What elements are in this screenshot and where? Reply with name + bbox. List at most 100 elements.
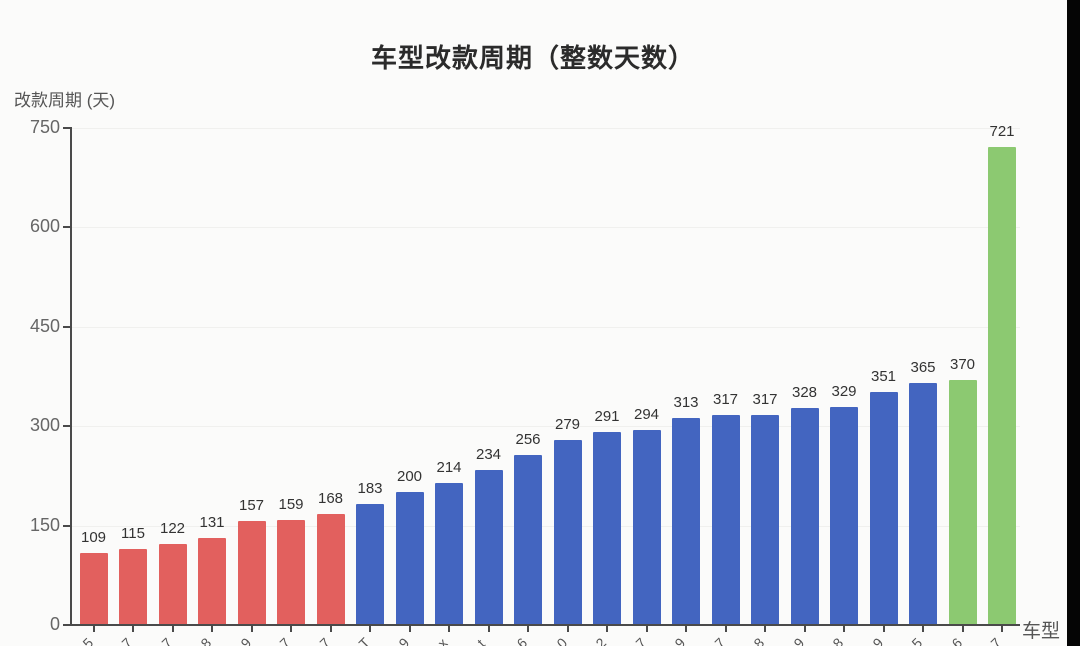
bar <box>356 504 384 625</box>
x-tick-mark <box>171 626 174 632</box>
y-axis-line <box>70 127 72 625</box>
x-tick-mark <box>369 626 371 632</box>
bar <box>593 432 621 625</box>
x-tick-mark <box>764 626 766 632</box>
x-tick-fragment: 7 <box>710 634 728 646</box>
bar <box>277 520 305 625</box>
y-tick-label: 0 <box>49 614 60 634</box>
bar-value-label: 294 <box>633 406 660 423</box>
bar-value-label: 109 <box>80 529 107 546</box>
x-tick-mark <box>566 626 569 632</box>
bar-value-label: 351 <box>870 368 897 385</box>
bar-value-label: 214 <box>436 459 462 476</box>
y-tick-label: 600 <box>29 216 60 237</box>
bar <box>830 407 858 625</box>
x-tick-fragment: 8 <box>197 634 215 646</box>
bar <box>672 418 700 625</box>
bar <box>237 521 266 625</box>
x-tick-mark <box>803 626 806 632</box>
y-tick-mark <box>63 325 70 328</box>
bar-value-label: 122 <box>159 520 186 537</box>
bar-value-label: 157 <box>238 497 265 514</box>
bar <box>909 383 937 625</box>
bar-value-label: 370 <box>949 356 976 373</box>
x-tick-fragment: 8 <box>750 634 768 646</box>
gridline <box>72 128 1020 129</box>
x-tick-fragment: 6 <box>513 634 531 646</box>
bar-value-label: 131 <box>199 514 225 531</box>
bar <box>435 483 463 625</box>
x-tick-mark <box>290 626 292 632</box>
bar <box>632 430 661 625</box>
bar-value-label: 200 <box>396 468 423 485</box>
x-tick-fragment: 5 <box>908 634 926 646</box>
x-tick-fragment: x <box>434 634 451 646</box>
bar <box>119 549 147 625</box>
x-tick-fragment: 9 <box>868 634 886 646</box>
bar <box>711 415 740 625</box>
x-tick-fragment: 7 <box>157 634 175 646</box>
x-tick-mark <box>724 626 727 632</box>
bar-value-label: 234 <box>475 446 502 463</box>
x-tick-fragment: T <box>355 634 373 646</box>
x-tick-fragment: 8 <box>829 634 847 646</box>
bar-value-label: 329 <box>831 383 857 400</box>
bar <box>198 538 226 625</box>
y-tick-mark <box>63 127 70 129</box>
x-tick-fragment: 0 <box>552 634 570 646</box>
bar-value-label: 721 <box>989 123 1015 140</box>
x-tick-mark <box>645 626 648 632</box>
gridline <box>72 426 1020 428</box>
bar-value-label: 115 <box>121 525 145 542</box>
x-tick-mark <box>843 626 845 632</box>
y-tick-mark <box>63 226 70 229</box>
bar-value-label: 183 <box>357 480 383 497</box>
x-tick-mark <box>408 626 411 632</box>
x-tick-mark <box>329 626 332 632</box>
x-axis-line <box>70 624 1020 626</box>
bar <box>514 455 542 625</box>
bar <box>948 380 977 625</box>
bar-value-label: 168 <box>317 490 344 507</box>
x-tick-mark <box>487 626 490 632</box>
bar-value-label: 313 <box>673 394 699 411</box>
bar-value-label: 317 <box>712 391 739 408</box>
y-tick-label: 300 <box>29 415 60 436</box>
bar <box>79 553 108 625</box>
x-tick-mark <box>132 626 134 632</box>
x-tick-mark <box>1001 626 1003 632</box>
x-tick-fragment: 5 <box>78 634 96 646</box>
y-tick-label: 150 <box>29 514 60 535</box>
bar <box>553 440 582 625</box>
x-tick-fragment: 9 <box>394 634 412 646</box>
gridline <box>72 326 1020 328</box>
bar-value-label: 279 <box>554 416 581 433</box>
x-tick-mark <box>92 626 95 632</box>
bar <box>474 470 503 625</box>
bar-value-label: 365 <box>910 359 936 376</box>
bar-value-label: 328 <box>791 384 818 401</box>
y-axis-title: 改款周期 (天) <box>14 91 116 110</box>
x-tick-fragment: 7 <box>631 634 649 646</box>
x-tick-mark <box>922 626 924 632</box>
x-tick-fragment: 7 <box>315 634 333 646</box>
x-tick-fragment: t <box>473 635 488 646</box>
bar <box>869 392 898 625</box>
x-tick-mark <box>606 626 608 632</box>
bar-value-label: 159 <box>278 496 304 513</box>
x-tick-mark <box>211 626 213 632</box>
bar <box>395 492 424 625</box>
y-tick-label: 750 <box>29 117 60 137</box>
x-tick-fragment: 2 <box>592 634 610 646</box>
x-tick-fragment: 9 <box>236 634 254 646</box>
x-tick-fragment: 9 <box>671 634 689 646</box>
bar <box>751 415 779 625</box>
x-tick-mark <box>527 626 529 632</box>
y-tick-mark <box>63 624 70 626</box>
bar <box>988 147 1016 625</box>
bar <box>158 544 187 625</box>
y-tick-mark <box>63 524 70 527</box>
x-tick-mark <box>448 626 450 632</box>
x-tick-mark <box>250 626 253 632</box>
